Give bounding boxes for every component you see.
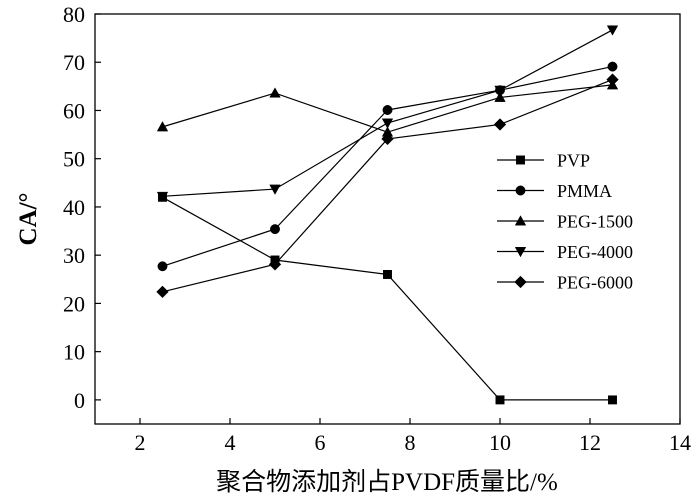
data-point: [493, 118, 507, 131]
data-point: [382, 105, 393, 115]
y-tick-label: 20: [63, 291, 85, 316]
plot-frame: [94, 13, 681, 425]
y-tick-label: 30: [63, 243, 85, 268]
y-tick-label: 60: [63, 98, 85, 123]
data-point: [495, 395, 505, 405]
y-tick-label: 0: [74, 388, 85, 413]
x-tick-label: 14: [669, 430, 691, 455]
series-line: [162, 196, 613, 401]
legend-label: PEG-6000: [557, 273, 633, 293]
x-tick-label: 6: [315, 430, 326, 455]
legend-item: PEG-4000: [497, 242, 633, 262]
data-point: [157, 261, 168, 272]
data-point: [268, 258, 282, 271]
data-point: [270, 224, 280, 235]
series-pvp: [158, 192, 617, 405]
legend: PVP PMMA PEG-1500 PEG-4000 PEG-6000: [497, 151, 633, 293]
legend-item: PVP: [497, 151, 590, 171]
legend-marker: [514, 275, 527, 289]
data-point: [606, 73, 619, 86]
legend-item: PMMA: [497, 181, 612, 201]
y-tick-label: 40: [63, 195, 85, 220]
series-peg-4000: [156, 25, 619, 203]
data-point: [156, 121, 169, 132]
y-tick-label: 10: [63, 340, 85, 365]
data-point: [607, 61, 618, 72]
series-line: [162, 65, 613, 267]
data-point: [269, 87, 281, 98]
series-layer: [156, 25, 619, 405]
axes: 2 4 6 8 10 12 14 0 10 20 30 40 50 60 70 80: [63, 2, 691, 455]
data-point: [381, 118, 394, 129]
x-axis-title: 聚合物添加剂占PVDF质量比/%: [216, 468, 558, 496]
data-point: [494, 91, 506, 102]
data-point: [269, 184, 281, 195]
data-point: [156, 191, 169, 203]
data-point: [608, 395, 617, 405]
legend-item: PEG-1500: [497, 212, 633, 232]
data-point: [606, 25, 619, 36]
x-tick-label: 2: [135, 430, 146, 455]
x-tick-label: 10: [489, 430, 511, 455]
legend-marker: [516, 155, 525, 165]
x-tick-label: 4: [225, 430, 236, 455]
y-axis-title: CA/°: [15, 192, 42, 245]
series-pmma: [157, 61, 618, 272]
series-peg-1500: [156, 79, 619, 137]
legend-marker: [514, 247, 527, 258]
legend-label: PVP: [557, 151, 590, 171]
y-tick-label: 50: [63, 147, 85, 172]
series-peg-6000: [156, 73, 619, 299]
data-point: [381, 132, 394, 146]
y-tick-label: 80: [63, 2, 85, 27]
data-point: [494, 85, 506, 96]
legend-label: PEG-4000: [557, 242, 633, 262]
legend-marker: [514, 215, 527, 226]
legend-label: PEG-1500: [557, 212, 633, 232]
legend-label: PMMA: [557, 181, 612, 201]
y-tick-label: 70: [63, 50, 85, 75]
x-tick-label: 8: [405, 430, 416, 455]
legend-marker: [515, 185, 526, 196]
x-tick-label: 12: [579, 430, 601, 455]
data-point: [383, 270, 392, 279]
legend-item: PEG-6000: [497, 273, 633, 293]
data-point: [156, 285, 169, 299]
